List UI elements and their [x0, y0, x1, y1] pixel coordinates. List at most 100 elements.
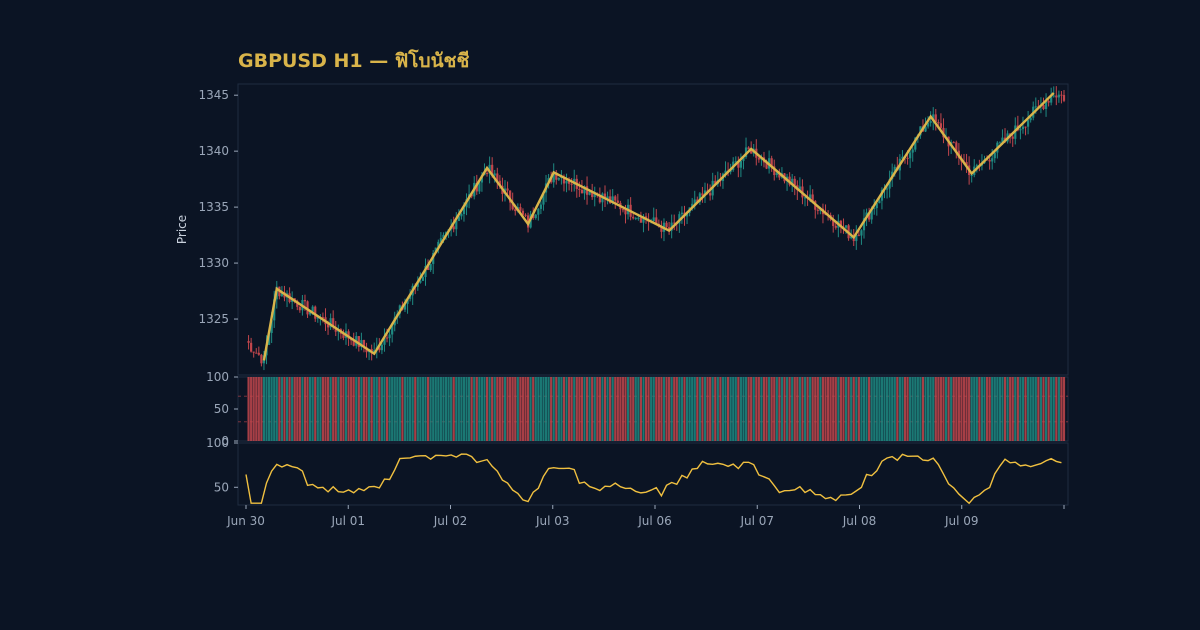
volume-bar [862, 377, 866, 441]
volume-bar [298, 377, 301, 441]
candle-body [493, 173, 496, 176]
candle-body [998, 142, 1001, 144]
candle-body [862, 218, 866, 231]
volume-bar [470, 377, 473, 441]
volume-bar [698, 377, 701, 441]
volume-bar [388, 377, 391, 441]
candle-body [257, 352, 260, 355]
candle-body [770, 158, 773, 167]
volume-bar [396, 377, 399, 441]
volume-bar [296, 377, 299, 441]
volume-bar [821, 377, 825, 441]
volume-bar [514, 377, 517, 441]
volume-bar [365, 377, 368, 441]
candle-body [614, 196, 617, 201]
volume-bar [496, 377, 499, 441]
candle-body [701, 193, 704, 196]
candle-body [439, 238, 442, 242]
volume-bar [942, 377, 945, 441]
volume-bar [709, 377, 712, 441]
candle-body [988, 159, 991, 162]
volume-bar [783, 377, 786, 441]
candle-body [914, 137, 917, 150]
volume-bar [1006, 377, 1009, 441]
volume-bar [429, 377, 432, 441]
volume-bar [247, 377, 250, 441]
volume-bar [678, 377, 681, 441]
candle-body [880, 189, 884, 201]
volume-bar [557, 377, 560, 441]
candle-body [834, 225, 837, 228]
volume-bar [552, 377, 555, 441]
x-tick-label: Jul 07 [739, 514, 774, 528]
candle-body [419, 280, 422, 283]
candle-body [603, 193, 607, 199]
volume-bar [1003, 377, 1007, 441]
candle-body [873, 208, 876, 210]
candle-body [737, 161, 740, 168]
candle-body [632, 216, 635, 219]
volume-bar [734, 377, 737, 441]
candle-body [811, 194, 814, 202]
volume-bar [614, 377, 617, 441]
volume-bar [814, 377, 817, 441]
volume-bar [311, 377, 314, 441]
candle-body [798, 186, 801, 191]
candle-body [855, 234, 858, 242]
volume-bar [255, 377, 258, 441]
candle-body [750, 149, 753, 154]
volume-bar [1039, 377, 1043, 441]
volume-bar [888, 377, 891, 441]
candle-body [875, 203, 878, 209]
volume-bar [693, 377, 696, 441]
volume-bar [406, 377, 409, 441]
volume-bar [660, 377, 663, 441]
volume-bar [401, 377, 404, 441]
candle-body [578, 188, 581, 190]
volume-bar [832, 377, 835, 441]
candle-body [975, 165, 978, 167]
volume-bar [778, 377, 781, 441]
volume-bar [791, 377, 794, 441]
volume-bar [278, 377, 281, 441]
volume-bar [373, 377, 376, 441]
volume-bar [362, 377, 366, 441]
volume-bar [498, 377, 501, 441]
volume-bar [983, 377, 986, 441]
volume-bar [806, 377, 809, 441]
oscillator-line [245, 453, 1062, 505]
candle-body [557, 177, 560, 180]
volume-bar [1047, 377, 1050, 441]
volume-bar [919, 377, 922, 441]
candle-body [570, 183, 573, 185]
volume-bar [824, 377, 827, 441]
volume-bar [634, 377, 637, 441]
volume-bar [1027, 377, 1030, 441]
candle-body [621, 209, 625, 211]
volume-bar [534, 377, 537, 441]
volume-bar [339, 377, 342, 441]
volume-bar [788, 377, 791, 441]
volume-bar [509, 377, 512, 441]
volume-bar [629, 377, 632, 441]
candle-body [539, 204, 542, 209]
volume-bar [970, 377, 973, 441]
candle-body [537, 208, 540, 215]
volume-bar [591, 377, 594, 441]
volume-bar [280, 377, 283, 441]
candle-body [409, 295, 412, 299]
candle-body [698, 193, 701, 202]
volume-bar [768, 377, 771, 441]
candle-body [773, 166, 776, 176]
volume-bar [750, 377, 753, 441]
volume-bar [993, 377, 996, 441]
volume-bar [267, 377, 271, 441]
x-tick-label: Jul 09 [944, 514, 979, 528]
volume-bar [726, 377, 730, 441]
volume-bar [519, 377, 522, 441]
candle-body [870, 208, 873, 220]
candle-body [565, 180, 568, 184]
chart-title: GBPUSD H1 — ฟิโบนัชชี [238, 50, 470, 72]
candle-body [388, 334, 391, 339]
